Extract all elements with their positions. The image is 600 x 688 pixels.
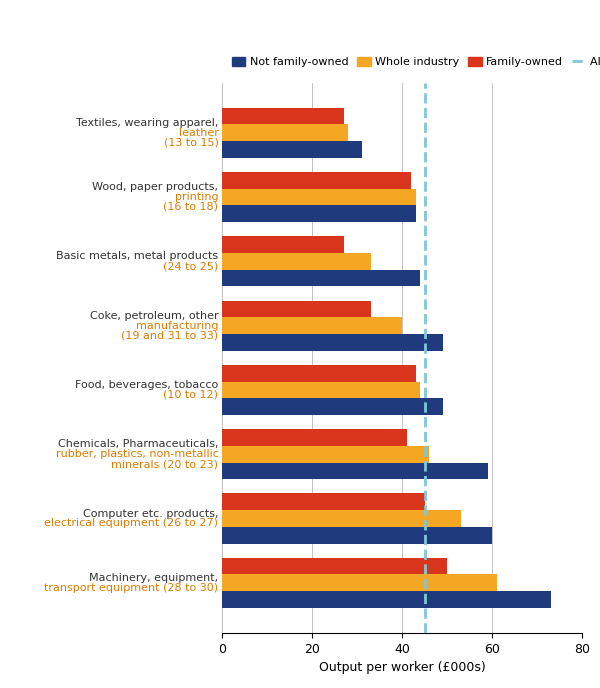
- Text: (24 to 25): (24 to 25): [163, 261, 218, 271]
- Bar: [222, 270, 420, 286]
- Text: electrical equipment (26 to 27): electrical equipment (26 to 27): [44, 519, 218, 528]
- Text: Textiles, wearing apparel,: Textiles, wearing apparel,: [76, 118, 218, 128]
- Bar: [222, 591, 551, 608]
- All manufacturing: [421, 129, 428, 137]
- Text: Machinery, equipment,: Machinery, equipment,: [89, 573, 218, 583]
- Bar: [222, 462, 487, 480]
- Text: (10 to 12): (10 to 12): [163, 390, 218, 400]
- Text: rubber, plastics, non-metallic: rubber, plastics, non-metallic: [56, 449, 218, 459]
- Text: Coke, petroleum, other: Coke, petroleum, other: [90, 311, 218, 321]
- Bar: [222, 236, 343, 253]
- Bar: [222, 301, 371, 317]
- Text: minerals (20 to 23): minerals (20 to 23): [112, 459, 218, 469]
- X-axis label: Output per worker (£000s): Output per worker (£000s): [319, 661, 485, 674]
- Legend: Not family-owned, Whole industry, Family-owned, All manufacturing: Not family-owned, Whole industry, Family…: [227, 52, 600, 72]
- Bar: [222, 125, 348, 141]
- Bar: [222, 141, 361, 158]
- Bar: [222, 558, 447, 574]
- Bar: [222, 429, 407, 446]
- Text: (19 and 31 to 33): (19 and 31 to 33): [121, 330, 218, 341]
- Bar: [222, 382, 420, 398]
- Bar: [222, 107, 343, 125]
- Text: Food, beverages, tobacco: Food, beverages, tobacco: [75, 380, 218, 390]
- Bar: [222, 253, 371, 270]
- Bar: [222, 446, 429, 462]
- Text: Chemicals, Pharmaceuticals,: Chemicals, Pharmaceuticals,: [58, 440, 218, 449]
- Bar: [222, 317, 402, 334]
- Bar: [222, 365, 415, 382]
- Text: manufacturing: manufacturing: [136, 321, 218, 331]
- Bar: [222, 205, 415, 222]
- Text: (13 to 15): (13 to 15): [164, 138, 218, 147]
- Text: printing: printing: [175, 192, 218, 202]
- Text: (16 to 18): (16 to 18): [163, 202, 218, 212]
- Bar: [222, 510, 461, 527]
- Bar: [222, 172, 411, 189]
- Bar: [222, 527, 492, 544]
- Text: transport equipment (28 to 30): transport equipment (28 to 30): [44, 583, 218, 593]
- Text: Computer etc. products,: Computer etc. products,: [83, 508, 218, 519]
- Text: Basic metals, metal products: Basic metals, metal products: [56, 251, 218, 261]
- Bar: [222, 493, 425, 510]
- Bar: [222, 574, 497, 591]
- Bar: [222, 334, 443, 351]
- All manufacturing: [421, 64, 428, 72]
- Text: leather: leather: [179, 128, 218, 138]
- Text: Wood, paper products,: Wood, paper products,: [92, 182, 218, 192]
- Bar: [222, 189, 415, 205]
- Bar: [222, 398, 443, 415]
